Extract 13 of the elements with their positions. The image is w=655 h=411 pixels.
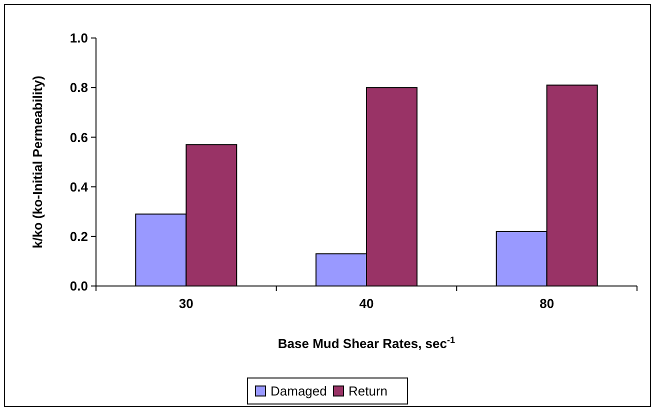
y-tick-label: 0.2 xyxy=(70,228,88,244)
y-tick-label: 0.4 xyxy=(70,179,89,194)
y-tick-label: 1.0 xyxy=(70,30,88,46)
x-tick-label: 40 xyxy=(359,296,374,311)
y-tick-label: 0.6 xyxy=(70,130,88,145)
x-axis-title: Base Mud Shear Rates, sec$^{-1}$ xyxy=(278,335,456,351)
legend-label: Damaged xyxy=(270,384,327,399)
legend-label: Return xyxy=(348,384,388,399)
x-tick-label: 30 xyxy=(178,296,194,311)
x-tick-label: 80 xyxy=(540,296,554,311)
y-tick-label: 0.8 xyxy=(70,80,88,96)
y-tick-label: 0.0 xyxy=(70,278,88,294)
y-axis-title: k/ko (ko-Initial Permeability) xyxy=(30,76,45,248)
